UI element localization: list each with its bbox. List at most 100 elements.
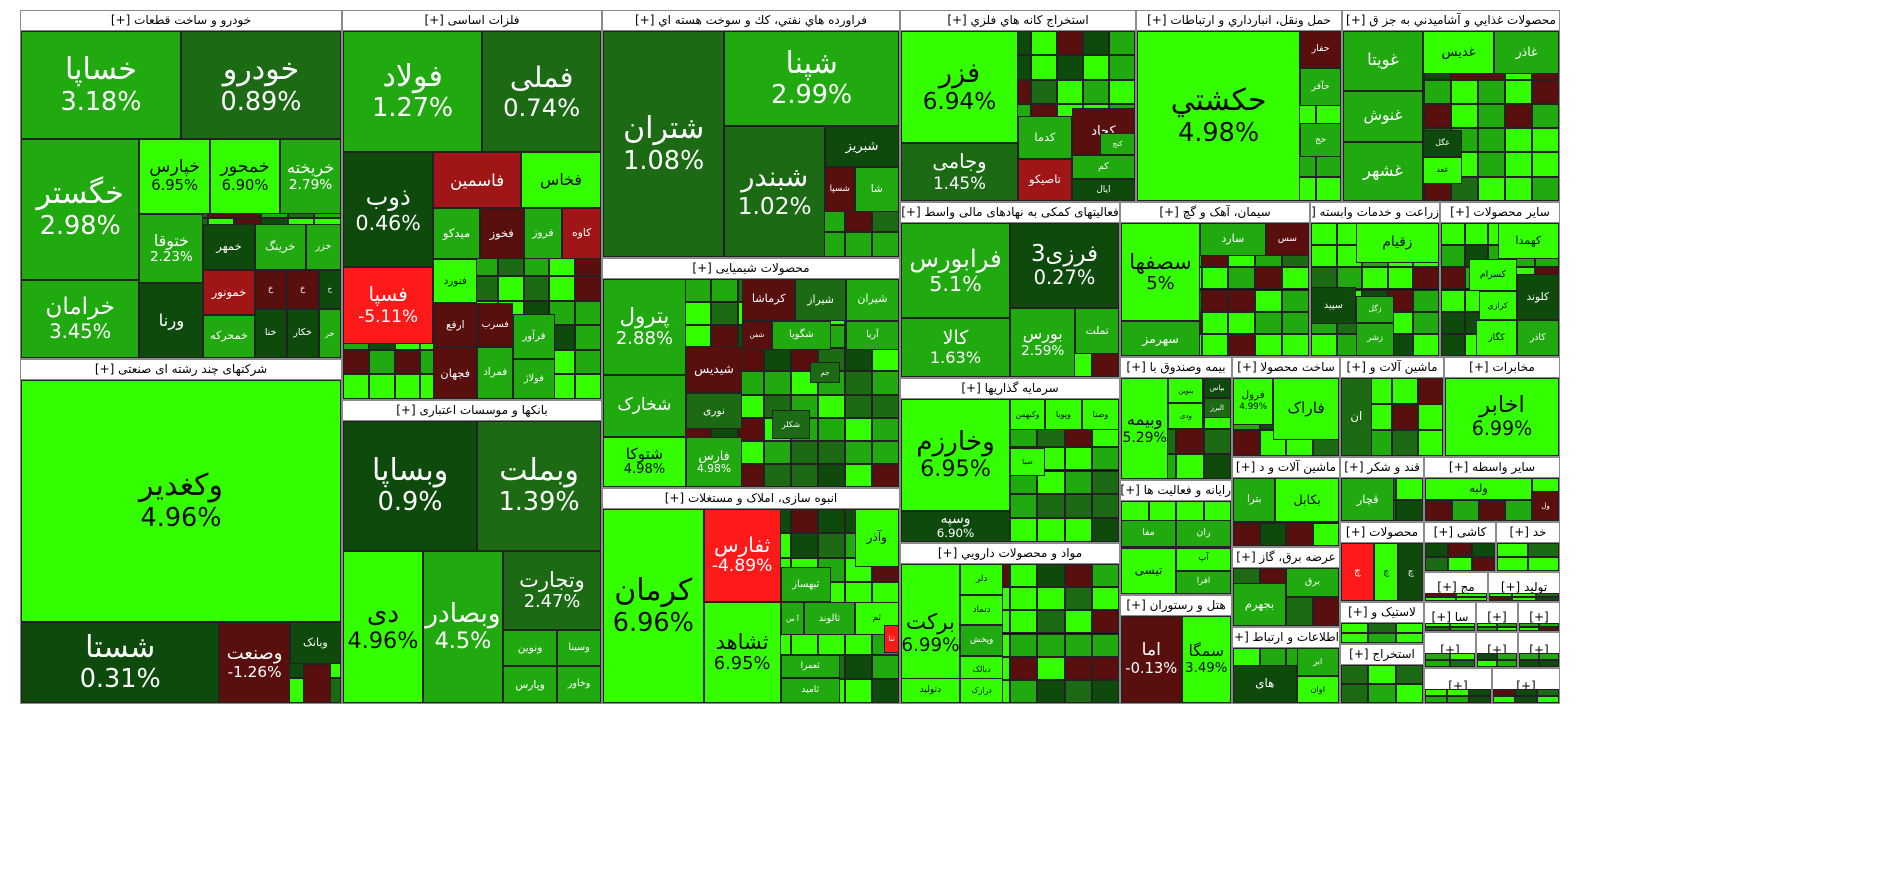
stock-tile[interactable]: شیران [845, 279, 899, 321]
stock-tile[interactable]: غشهر [1343, 141, 1423, 201]
minor-stock-tile[interactable] [1037, 610, 1065, 634]
stock-tile[interactable]: کاوه [562, 207, 601, 260]
stock-tile[interactable]: قچار [1341, 478, 1395, 521]
stock-tile[interactable]: ابر [1296, 648, 1339, 676]
stock-tile[interactable]: وسپه 6.90% [901, 510, 1010, 542]
stock-tile[interactable]: وصنا [1081, 399, 1119, 431]
minor-stock-tile[interactable] [1064, 633, 1092, 657]
stock-tile[interactable]: فرابورس 5.1% [901, 223, 1010, 319]
minor-stock-tile[interactable] [1037, 494, 1065, 519]
stock-tile[interactable]: خپارس 6.95% [139, 138, 210, 215]
stock-tile[interactable]: فرزی3 0.27% [1010, 223, 1119, 308]
stock-tile[interactable]: کسرام [1469, 258, 1517, 291]
stock-tile[interactable]: بپاس [1203, 378, 1231, 399]
minor-stock-tile[interactable] [818, 463, 846, 487]
stock-tile[interactable]: ثبهساز [780, 567, 831, 603]
sector-title[interactable]: لاستیک و [+] [1341, 603, 1423, 623]
stock-tile[interactable]: فرول 4.99% [1233, 378, 1274, 425]
stock-tile[interactable]: خرامان 3.45% [21, 279, 140, 358]
minor-stock-tile[interactable] [1478, 128, 1505, 153]
minor-stock-tile[interactable] [1477, 660, 1497, 667]
minor-stock-tile[interactable] [1519, 660, 1539, 667]
stock-tile[interactable]: بکابل [1275, 478, 1339, 523]
sector-title[interactable]: عرضه برق، گاز [+] [1233, 548, 1339, 568]
stock-tile[interactable]: سارد [1199, 223, 1266, 257]
minor-stock-tile[interactable] [1478, 499, 1506, 521]
minor-stock-tile[interactable] [1228, 267, 1256, 290]
minor-stock-tile[interactable] [872, 371, 899, 395]
stock-tile[interactable]: وآذر [854, 509, 899, 568]
stock-tile[interactable]: خنا [254, 308, 287, 358]
stock-tile[interactable]: شبریز [825, 125, 899, 167]
stock-tile[interactable]: ران [1176, 519, 1231, 548]
stock-tile[interactable]: اخابر 6.99% [1445, 378, 1559, 456]
minor-stock-tile[interactable] [872, 417, 899, 441]
stock-tile[interactable]: دتماد [959, 594, 1004, 626]
minor-stock-tile[interactable] [1037, 518, 1065, 542]
minor-stock-tile[interactable] [764, 348, 792, 372]
stock-tile[interactable]: زگل [1355, 296, 1395, 323]
stock-tile[interactable]: آپ [1176, 547, 1231, 571]
minor-stock-tile[interactable] [1392, 430, 1418, 456]
minor-stock-tile[interactable] [1535, 597, 1559, 601]
minor-stock-tile[interactable] [1451, 499, 1479, 521]
minor-stock-tile[interactable] [1201, 311, 1229, 334]
stock-tile[interactable]: آ س [780, 602, 805, 636]
stock-tile[interactable]: چ [1341, 543, 1374, 601]
stock-tile[interactable]: خمحور 6.90% [209, 138, 281, 215]
stock-tile[interactable]: تیسی [1121, 547, 1176, 594]
minor-stock-tile[interactable] [1203, 428, 1231, 454]
stock-tile[interactable]: های [1233, 664, 1297, 703]
stock-tile[interactable]: ذوب 0.46% [343, 152, 434, 267]
stock-tile[interactable]: فسرب [477, 303, 514, 348]
minor-stock-tile[interactable] [1532, 152, 1559, 177]
minor-stock-tile[interactable] [1176, 453, 1204, 479]
stock-tile[interactable]: وپویا [1044, 399, 1082, 431]
minor-stock-tile[interactable] [845, 678, 873, 703]
stock-tile[interactable]: بورس 2.59% [1010, 307, 1076, 377]
minor-stock-tile[interactable] [1064, 656, 1092, 680]
minor-stock-tile[interactable] [1450, 660, 1475, 667]
minor-stock-tile[interactable] [1450, 627, 1475, 631]
stock-tile[interactable]: شا [854, 166, 899, 212]
stock-tile[interactable]: فمراد [477, 347, 514, 399]
minor-stock-tile[interactable] [549, 276, 576, 301]
minor-stock-tile[interactable] [845, 440, 873, 464]
minor-stock-tile[interactable] [1539, 627, 1559, 631]
minor-stock-tile[interactable] [1315, 176, 1341, 201]
minor-stock-tile[interactable] [1505, 79, 1532, 104]
minor-stock-tile[interactable] [1505, 176, 1532, 201]
stock-tile[interactable]: وپارس [502, 666, 558, 703]
minor-stock-tile[interactable] [1515, 689, 1537, 696]
stock-tile[interactable]: ثعمرا [780, 654, 840, 678]
minor-stock-tile[interactable] [818, 440, 846, 464]
minor-stock-tile[interactable] [497, 276, 524, 301]
stock-tile[interactable]: فنورد [433, 259, 478, 304]
stock-tile[interactable]: شبندر 1.02% [724, 125, 825, 257]
minor-stock-tile[interactable] [1478, 103, 1505, 129]
minor-stock-tile[interactable] [1387, 267, 1414, 290]
minor-stock-tile[interactable] [845, 231, 873, 257]
stock-tile[interactable]: ثامید [780, 677, 840, 703]
stock-tile[interactable]: وپخش [959, 625, 1004, 656]
minor-stock-tile[interactable] [1255, 311, 1283, 334]
stock-tile[interactable]: شفن [742, 320, 772, 350]
minor-stock-tile[interactable] [1228, 311, 1256, 334]
minor-stock-tile[interactable] [872, 394, 899, 418]
sector-title[interactable]: استخراج كانه هاي فلزي [+] [901, 11, 1135, 31]
minor-stock-tile[interactable] [1010, 518, 1038, 542]
minor-stock-tile[interactable] [1228, 289, 1256, 312]
minor-stock-tile[interactable] [1505, 499, 1533, 521]
minor-stock-tile[interactable] [1064, 610, 1092, 634]
stock-tile[interactable]: کدما [1018, 116, 1072, 159]
minor-stock-tile[interactable] [1064, 470, 1092, 495]
minor-stock-tile[interactable] [683, 279, 711, 303]
minor-stock-tile[interactable] [1493, 689, 1515, 696]
minor-stock-tile[interactable] [1201, 333, 1229, 356]
minor-stock-tile[interactable] [1441, 245, 1465, 268]
minor-stock-tile[interactable] [394, 349, 421, 375]
stock-tile[interactable]: فجهان [433, 347, 478, 399]
minor-stock-tile[interactable] [818, 509, 846, 534]
minor-stock-tile[interactable] [1497, 627, 1517, 631]
minor-stock-tile[interactable] [1425, 660, 1450, 667]
